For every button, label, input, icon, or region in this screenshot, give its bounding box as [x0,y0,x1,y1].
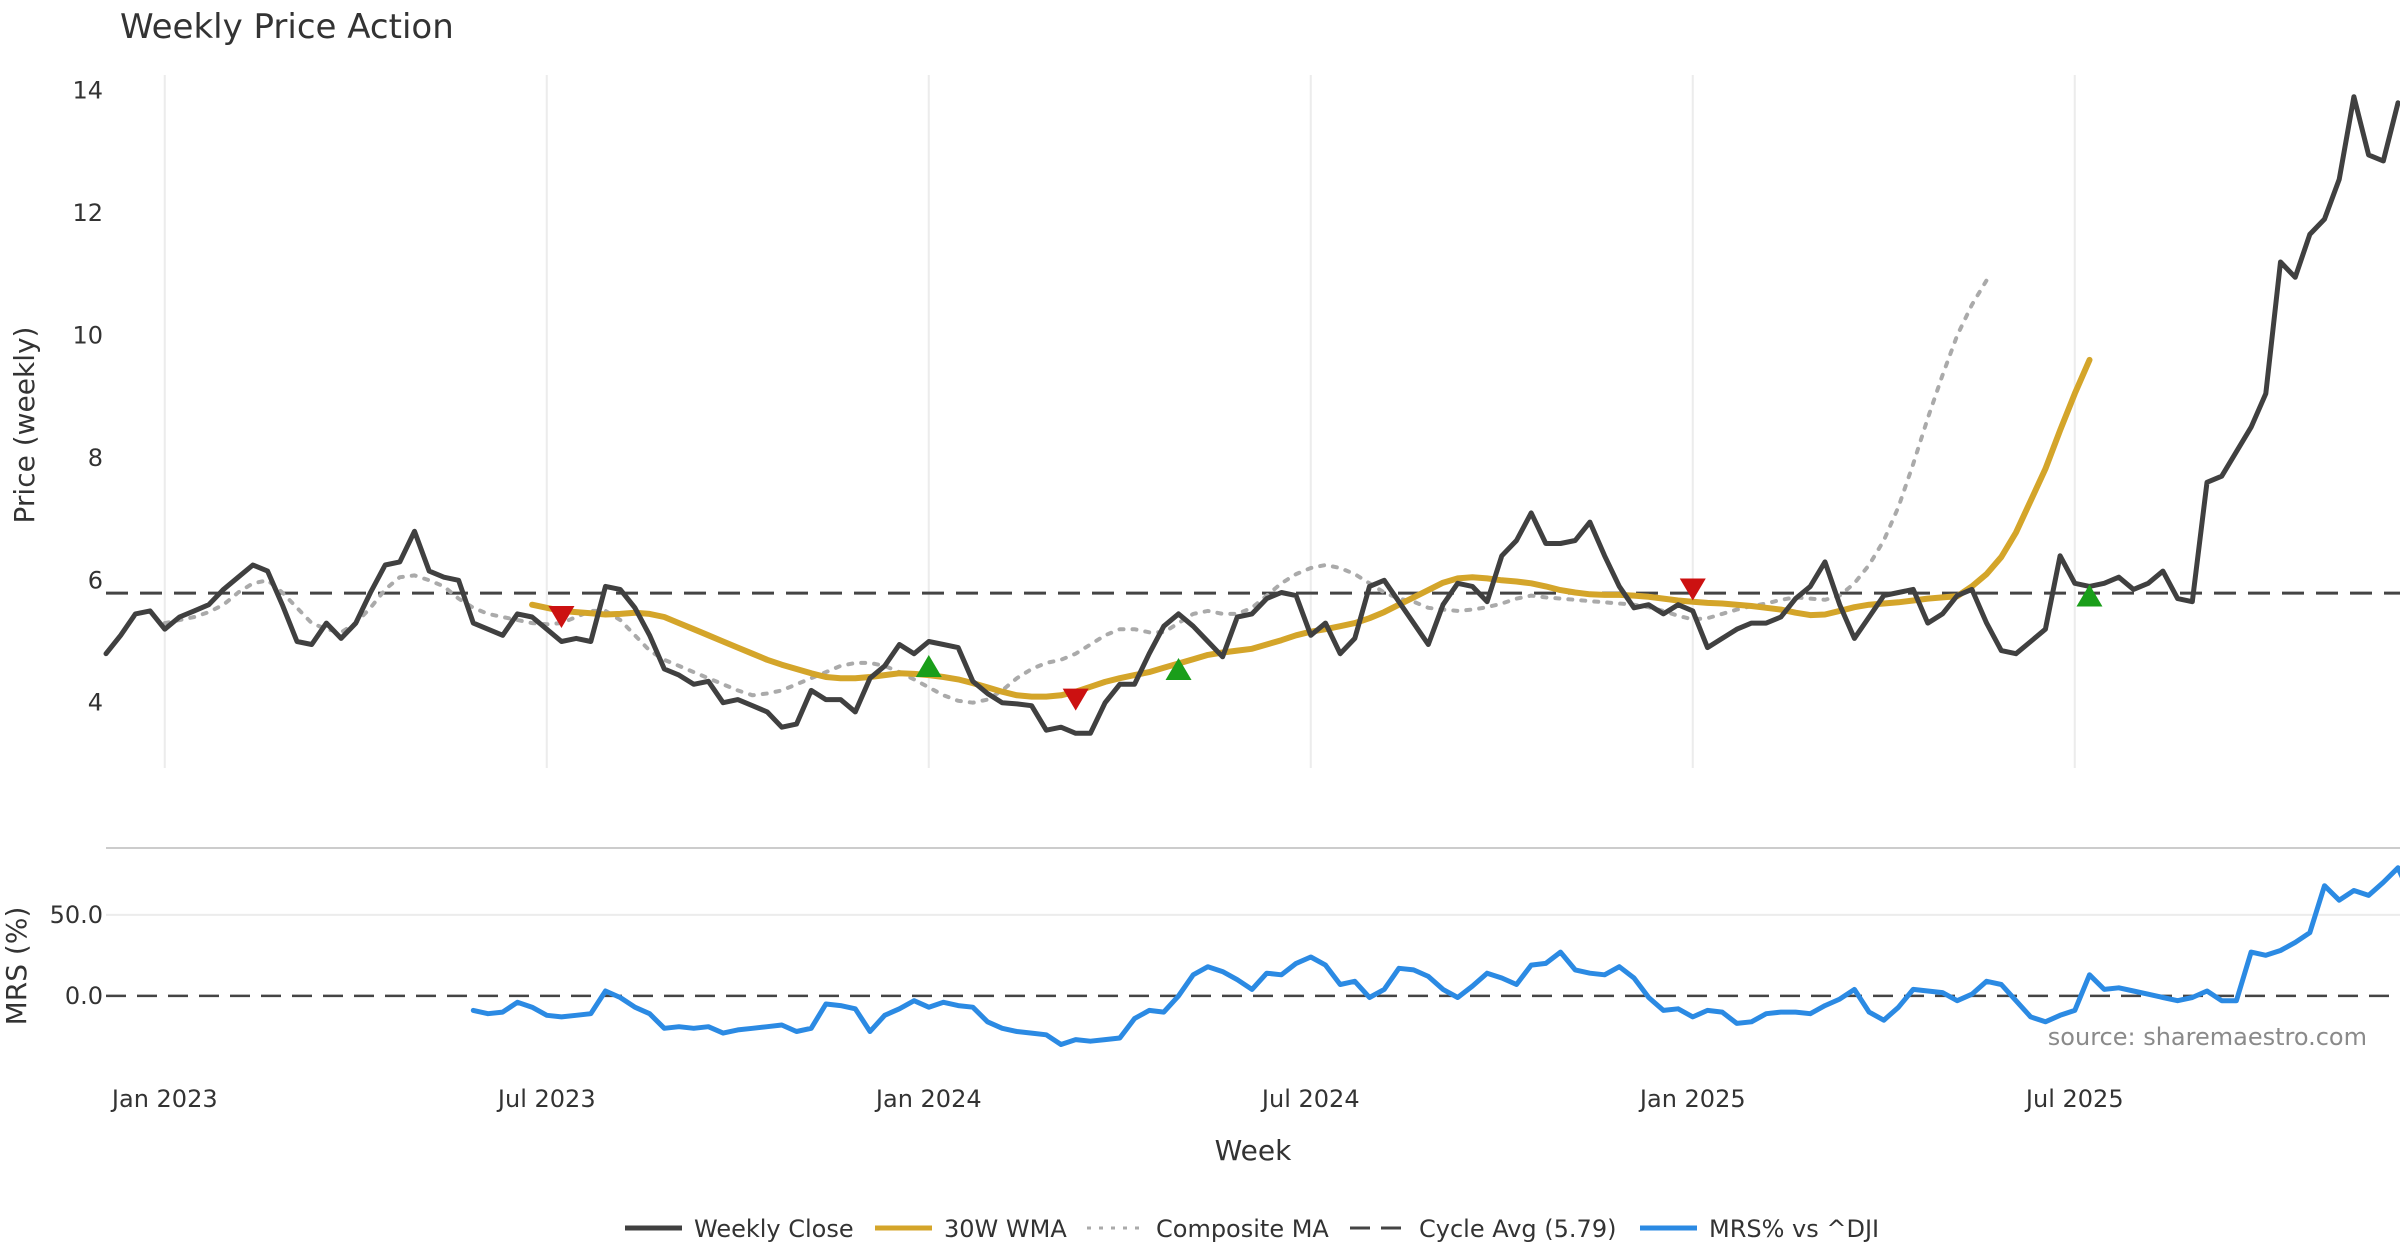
source-credit: source: sharemaestro.com [2048,1023,2367,1051]
legend: Weekly Close 30W WMA Composite MA Cycle Avg… [625,1215,1879,1243]
x-tick-labels: Jan 2023 Jul 2023 Jan 2024 Jul 2024 Jan 2025… [110,1085,2124,1113]
chart-title: Weekly Price Action [120,7,454,47]
x-tick-jan-2025: Jan 2025 [1638,1085,1746,1113]
mrs-y-ticks: 0.0 50.0 [50,901,103,1010]
x-tick-jul-2024: Jul 2024 [1260,1085,1360,1113]
mrs-y-axis-label: MRS (%) [0,907,33,1026]
buy-signal-5 [2076,584,2103,607]
sell-signal-4 [1679,578,1706,601]
legend-label-2: Composite MA [1156,1215,1329,1243]
series-weekly-close [103,94,2400,736]
legend-label-1: 30W WMA [944,1215,1067,1243]
x-tick-jul-2023: Jul 2023 [496,1085,596,1113]
price-y-axis-label: Price (weekly) [8,327,41,524]
signal-markers [548,578,2103,711]
x-tick-jul-2025: Jul 2025 [2024,1085,2124,1113]
price-y-tick-14: 14 [72,77,103,105]
legend-label-3: Cycle Avg (5.79) [1419,1215,1616,1243]
buy-signal-3 [1165,658,1192,681]
mrs-series-group [470,865,2400,1047]
price-y-tick-8: 8 [88,444,103,472]
x-tick-jan-2023: Jan 2023 [110,1085,218,1113]
price-y-tick-12: 12 [72,199,103,227]
mrs-y-tick-0.0: 0.0 [65,982,103,1010]
sell-signal-0 [548,605,575,628]
series-composite-ma [162,278,1989,705]
series-mrs-vs-dji [470,865,2400,1047]
price-panel-grid [163,75,2076,768]
price-y-tick-10: 10 [72,321,103,349]
x-axis-label: Week [1215,1134,1292,1167]
price-y-tick-4: 4 [88,689,103,717]
x-tick-jan-2024: Jan 2024 [874,1085,982,1113]
mrs-y-tick-50.0: 50.0 [50,901,103,929]
legend-label-4: MRS% vs ^DJI [1709,1215,1879,1243]
price-y-ticks: 4 6 8 10 12 14 [72,77,103,717]
price-series-group [103,94,2400,736]
price-y-tick-6: 6 [88,566,103,594]
legend-label-0: Weekly Close [694,1215,854,1243]
buy-signal-1 [915,654,942,677]
sell-signal-2 [1062,688,1089,711]
